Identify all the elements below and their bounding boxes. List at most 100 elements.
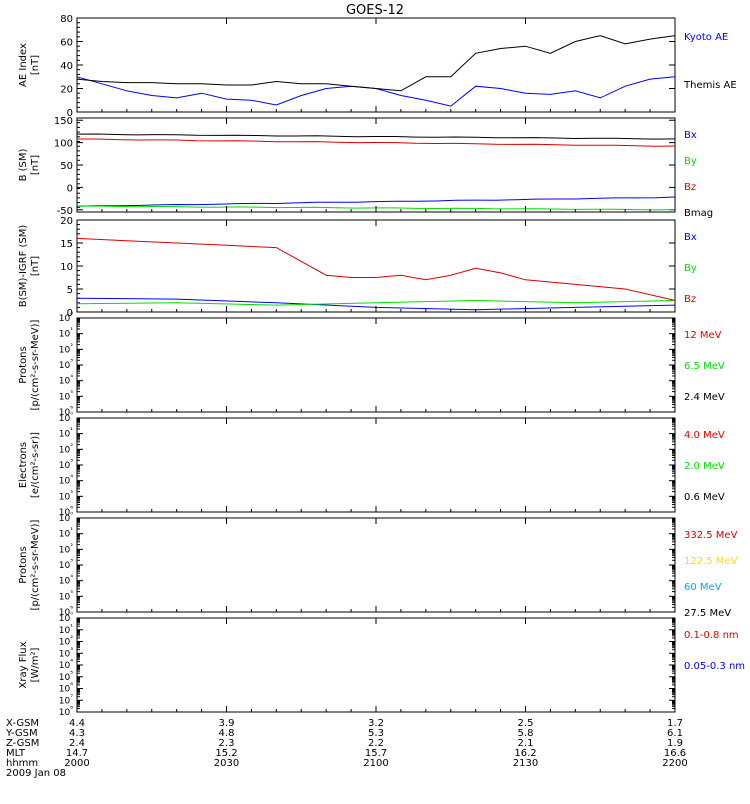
panel-4: 10⁶ 10⁵ 10⁴ 10³ 10² 10¹ 10⁰ Protons[p/(cm²-s-sr… bbox=[18, 311, 725, 418]
panel-6: 10⁶ 10⁵ 10⁴ 10³ 10² 10¹ 10⁰ Protons[p/(cm²-s-sr… bbox=[18, 511, 738, 619]
y-tick-label: 10⁶ bbox=[59, 405, 73, 418]
panel-1: 0 20 40 60 80 AE Index[nT] Kyoto AE Themis AE bbox=[18, 14, 737, 119]
y-tick-label: 10⁶ bbox=[59, 682, 73, 695]
footer-value: 2.5 bbox=[518, 718, 534, 729]
y-axis-label: AE Index[nT] bbox=[18, 43, 41, 87]
series-line-bz bbox=[77, 138, 676, 147]
footer-value: 16.2 bbox=[514, 748, 536, 759]
y-axis-label: Protons[p/(cm²-s-sr-MeV)] bbox=[18, 519, 41, 610]
y-tick-label: 10¹ bbox=[59, 327, 73, 340]
legend-entry: Themis AE bbox=[683, 80, 737, 91]
y-tick-label: 40 bbox=[60, 61, 73, 72]
footer-value: 2000 bbox=[64, 758, 89, 769]
y-tick-label: 10⁵ bbox=[59, 489, 73, 502]
footer-value: 2030 bbox=[214, 758, 239, 769]
y-tick-label: 15 bbox=[60, 239, 73, 250]
footer-value: 2130 bbox=[513, 758, 538, 769]
legend-entry: 4.0 MeV bbox=[684, 430, 725, 441]
y-tick-label: 10⁰ bbox=[59, 411, 73, 424]
y-tick-label: 10⁶ bbox=[59, 505, 73, 518]
footer-value: 14.7 bbox=[66, 748, 88, 759]
footer-value: 15.7 bbox=[365, 748, 387, 759]
y-tick-label: 10¹ bbox=[59, 427, 73, 440]
footer-value: 15.2 bbox=[215, 748, 237, 759]
footer-value: 2.1 bbox=[518, 738, 534, 749]
y-tick-label: 0 bbox=[67, 183, 73, 194]
legend-entry: Bx bbox=[684, 232, 697, 243]
footer-value: 3.2 bbox=[368, 718, 384, 729]
footer-value: 2100 bbox=[363, 758, 388, 769]
y-tick-label: 10⁵ bbox=[59, 589, 73, 602]
y-tick-label: 10⁴ bbox=[59, 574, 73, 587]
legend-entry: 12 MeV bbox=[684, 330, 722, 341]
footer-row-label: hhmm bbox=[6, 758, 38, 769]
y-tick-label: 10 bbox=[60, 262, 73, 273]
footer-row-label: MLT bbox=[6, 748, 26, 759]
y-tick-label: 10⁵ bbox=[59, 670, 73, 683]
series-line-bmag bbox=[76, 133, 676, 140]
y-tick-label: 0 bbox=[67, 308, 73, 319]
y-tick-label: 10⁴ bbox=[59, 474, 73, 487]
footer-row-label: Z-GSM bbox=[6, 738, 39, 749]
footer-value: 1.9 bbox=[667, 738, 683, 749]
legend-entry: 0.6 MeV bbox=[684, 492, 725, 503]
y-tick-label: 10² bbox=[59, 442, 73, 455]
panel-frame bbox=[76, 517, 676, 613]
y-tick-label: 10¹ bbox=[59, 623, 73, 636]
panel-frame bbox=[76, 417, 676, 513]
series-line-bz bbox=[76, 237, 676, 301]
footer-value: 2.2 bbox=[368, 738, 384, 749]
y-tick-label: 10³ bbox=[59, 558, 73, 571]
y-tick-label: -50 bbox=[57, 206, 73, 217]
y-tick-label: 10⁰ bbox=[59, 611, 73, 624]
y-tick-label: 10⁰ bbox=[59, 311, 73, 324]
y-axis-label: B(SM)-IGRF (SM)[nT] bbox=[18, 225, 41, 308]
legend-entry: Bx bbox=[684, 130, 697, 141]
y-tick-label: 10⁴ bbox=[59, 658, 73, 671]
y-tick-label: 10² bbox=[59, 342, 73, 355]
series-line-themis-ae bbox=[76, 35, 676, 92]
footer-value: 1.7 bbox=[667, 718, 683, 729]
plot-title: GOES-12 bbox=[346, 3, 404, 18]
legend-entry: Bz bbox=[684, 182, 696, 193]
legend-entry: Kyoto AE bbox=[684, 32, 728, 43]
y-tick-label: 0 bbox=[67, 108, 73, 119]
legend-entry: By bbox=[684, 156, 697, 167]
footer-value: 4.4 bbox=[69, 718, 85, 729]
y-tick-label: 10⁰ bbox=[59, 511, 73, 524]
y-tick-label: 80 bbox=[60, 14, 73, 25]
panel-frame bbox=[76, 617, 676, 713]
y-tick-label: 10⁴ bbox=[59, 374, 73, 387]
y-axis-label: Electrons[e/(cm²-s-sr)] bbox=[18, 432, 41, 498]
y-tick-label: 5 bbox=[67, 285, 73, 296]
y-tick-label: 150 bbox=[54, 116, 73, 127]
y-tick-label: 10³ bbox=[59, 358, 73, 371]
y-tick-label: 10⁸ bbox=[59, 705, 73, 718]
y-tick-label: 50 bbox=[60, 161, 73, 172]
footer-value: 3.9 bbox=[219, 718, 235, 729]
y-axis-label: Protons[p/(cm²-s-sr-MeV)] bbox=[18, 319, 41, 410]
legend-entry: 0.05-0.3 nm bbox=[684, 661, 745, 672]
legend-entry: 27.5 MeV bbox=[684, 608, 731, 619]
series-line-bx bbox=[76, 196, 676, 207]
y-tick-label: 10⁶ bbox=[59, 605, 73, 618]
footer-value: 6.1 bbox=[667, 728, 683, 739]
footer-row-label: X-GSM bbox=[6, 718, 39, 729]
y-tick-label: 20 bbox=[60, 85, 73, 96]
footer-value: 4.3 bbox=[69, 728, 85, 739]
y-axis-label: B (SM)[nT] bbox=[18, 148, 41, 181]
y-tick-label: 10⁷ bbox=[59, 693, 73, 706]
legend-entry: 2.0 MeV bbox=[684, 461, 725, 472]
legend-entry: By bbox=[684, 263, 697, 274]
panel-2: -50 0 50 100 150 B (SM)[nT] Bx By Bz Bmag bbox=[18, 116, 713, 219]
series-line-kyoto-ae bbox=[76, 76, 676, 107]
y-tick-label: 10² bbox=[59, 635, 73, 648]
legend-entry: 6.5 MeV bbox=[684, 361, 725, 372]
panel-5: 10⁶ 10⁵ 10⁴ 10³ 10² 10¹ 10⁰ Electrons[e/(cm²-s-… bbox=[18, 411, 725, 518]
y-tick-label: 10² bbox=[59, 542, 73, 555]
legend-entry: 0.1-0.8 nm bbox=[684, 630, 739, 641]
legend-entry: 122.5 MeV bbox=[684, 556, 738, 567]
